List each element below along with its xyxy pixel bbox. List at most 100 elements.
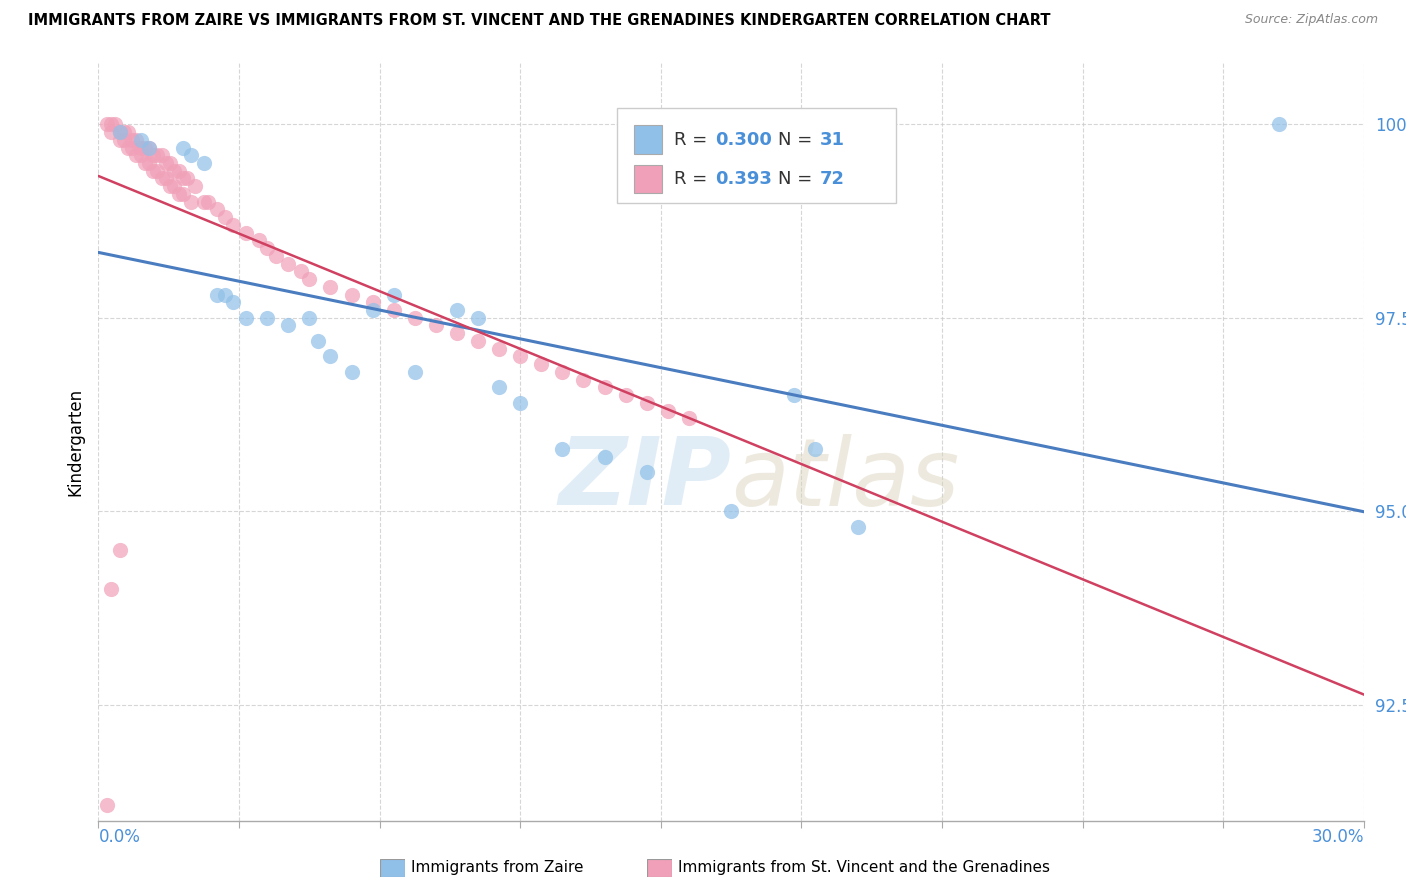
FancyBboxPatch shape <box>634 126 661 154</box>
Point <box>112 133 135 147</box>
Point <box>134 140 156 154</box>
Point <box>298 272 321 286</box>
Text: R =: R = <box>675 131 713 149</box>
Point <box>100 582 122 596</box>
Point <box>150 171 173 186</box>
Point <box>205 202 228 217</box>
Point <box>138 156 160 170</box>
Point <box>247 233 270 247</box>
Point <box>180 148 202 162</box>
Point <box>319 280 342 294</box>
Point <box>593 380 616 394</box>
Point <box>125 133 148 147</box>
Point <box>382 287 405 301</box>
Point <box>222 295 245 310</box>
Text: R =: R = <box>675 170 713 188</box>
Point <box>277 257 299 271</box>
Text: atlas: atlas <box>731 434 959 525</box>
Point <box>138 140 160 154</box>
Point <box>446 326 468 341</box>
Y-axis label: Kindergarten: Kindergarten <box>66 387 84 496</box>
Point <box>155 156 177 170</box>
Point <box>290 264 312 278</box>
Point <box>142 163 165 178</box>
Point <box>720 504 742 518</box>
Point <box>205 287 228 301</box>
Point <box>404 365 426 379</box>
Point <box>572 373 595 387</box>
Point <box>100 125 122 139</box>
Point <box>96 798 118 813</box>
Point <box>159 179 181 194</box>
Point <box>172 140 194 154</box>
Point <box>193 156 215 170</box>
Point <box>340 287 363 301</box>
Text: 0.393: 0.393 <box>714 170 772 188</box>
Point <box>509 396 531 410</box>
Point <box>146 148 169 162</box>
Point <box>235 226 257 240</box>
Point <box>184 179 207 194</box>
Point <box>129 148 152 162</box>
Point <box>108 542 131 557</box>
Point <box>340 365 363 379</box>
Point <box>125 148 148 162</box>
Text: Source: ZipAtlas.com: Source: ZipAtlas.com <box>1244 13 1378 27</box>
Point <box>551 365 574 379</box>
Point <box>307 334 329 348</box>
Point <box>678 411 700 425</box>
Point <box>100 117 122 131</box>
Text: IMMIGRANTS FROM ZAIRE VS IMMIGRANTS FROM ST. VINCENT AND THE GRENADINES KINDERGA: IMMIGRANTS FROM ZAIRE VS IMMIGRANTS FROM… <box>28 13 1050 29</box>
Point <box>121 133 143 147</box>
Point <box>108 125 131 139</box>
Point <box>117 125 139 139</box>
Point <box>96 117 118 131</box>
Point <box>467 334 489 348</box>
Point <box>636 396 658 410</box>
Text: 0.0%: 0.0% <box>98 829 141 847</box>
Point <box>172 186 194 201</box>
Point <box>138 140 160 154</box>
Point <box>551 442 574 457</box>
Point <box>488 380 510 394</box>
Point <box>804 442 827 457</box>
Point <box>277 318 299 333</box>
Point <box>425 318 447 333</box>
Point <box>142 148 165 162</box>
Point <box>256 241 278 255</box>
Point <box>180 194 202 209</box>
Text: N =: N = <box>778 170 818 188</box>
Point <box>361 303 384 318</box>
Text: 31: 31 <box>820 131 845 149</box>
Point <box>264 249 287 263</box>
Point <box>129 133 152 147</box>
Point <box>235 310 257 325</box>
Point <box>593 450 616 464</box>
Point <box>530 357 553 371</box>
Point <box>176 171 198 186</box>
Point <box>319 350 342 364</box>
Text: 30.0%: 30.0% <box>1312 829 1364 847</box>
Text: Immigrants from Zaire: Immigrants from Zaire <box>411 861 583 875</box>
Point <box>657 403 679 417</box>
Point <box>108 133 131 147</box>
Point <box>163 163 186 178</box>
Point <box>1268 117 1291 131</box>
Point <box>214 287 236 301</box>
Point <box>382 303 405 318</box>
Point <box>614 388 637 402</box>
Point <box>404 310 426 325</box>
Point <box>446 303 468 318</box>
Point <box>155 171 177 186</box>
Point <box>104 117 127 131</box>
Point <box>256 310 278 325</box>
Point <box>112 125 135 139</box>
Point <box>197 194 219 209</box>
Text: Immigrants from St. Vincent and the Grenadines: Immigrants from St. Vincent and the Gren… <box>678 861 1050 875</box>
FancyBboxPatch shape <box>617 108 896 202</box>
Point <box>193 194 215 209</box>
Text: 0.300: 0.300 <box>714 131 772 149</box>
Point <box>214 210 236 224</box>
Point <box>636 466 658 480</box>
Point <box>467 310 489 325</box>
